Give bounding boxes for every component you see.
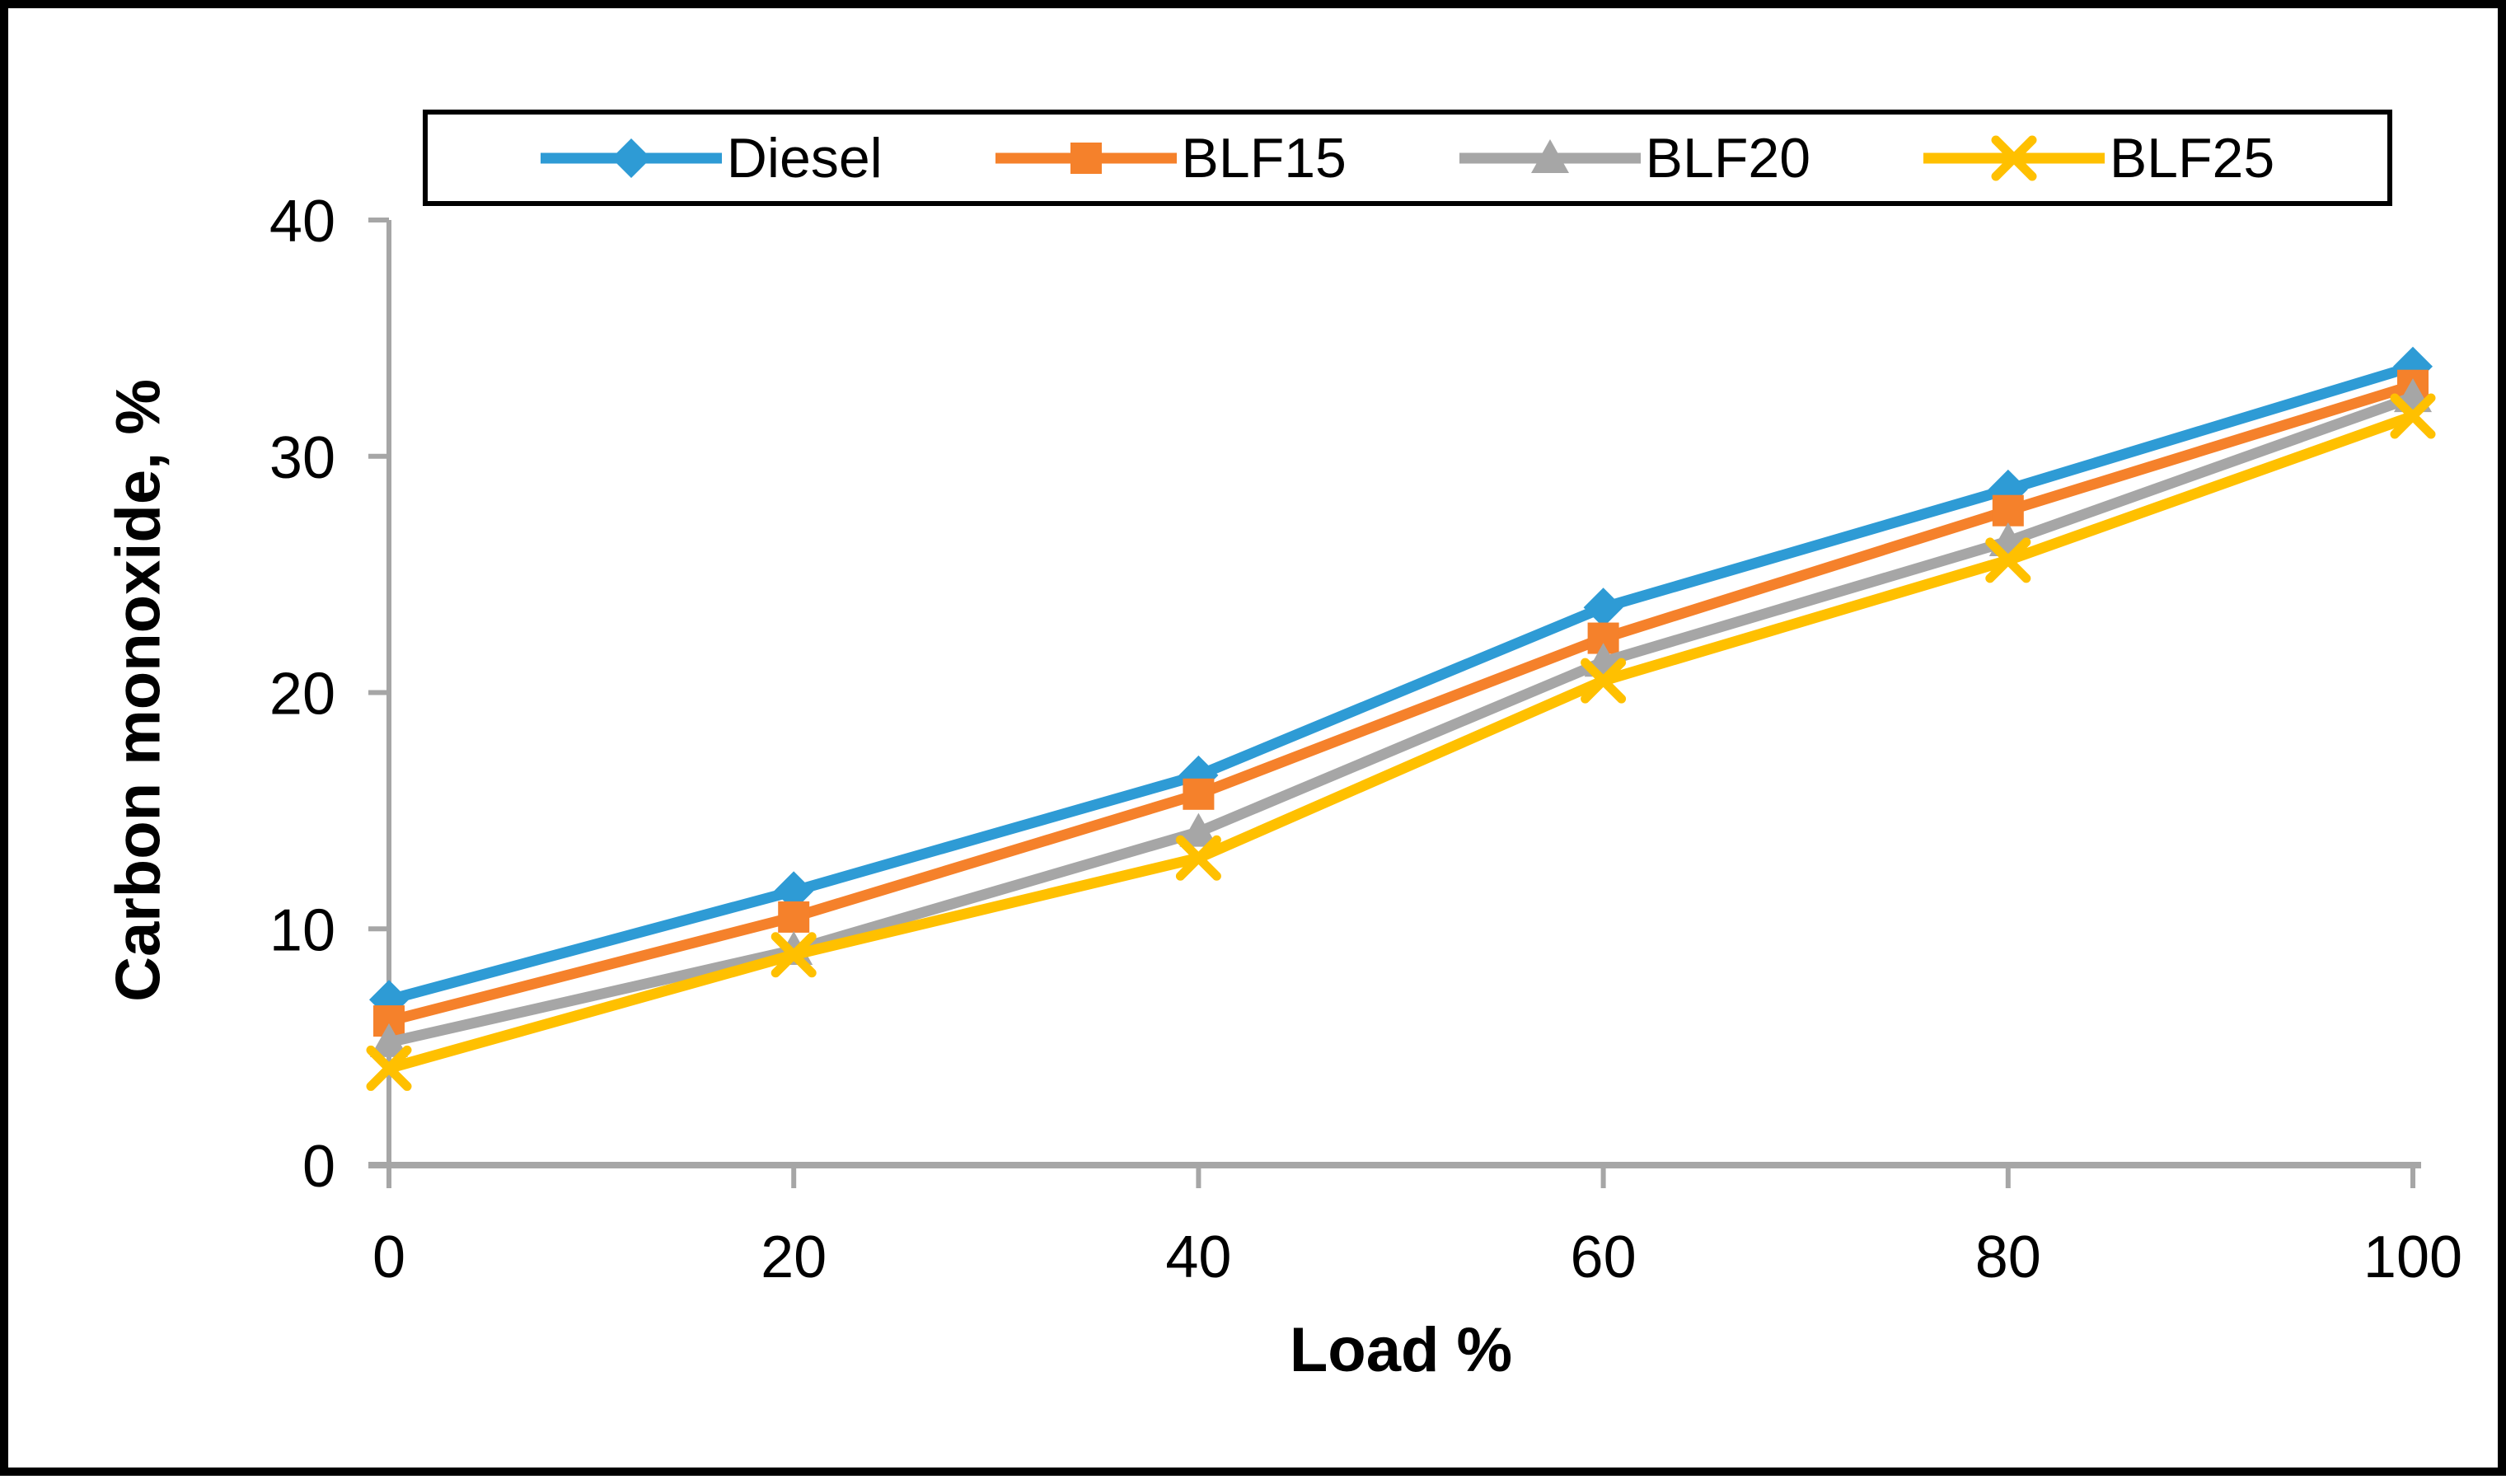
svg-text:40: 40 [269,189,335,255]
legend-item-blf25: BLF25 [1923,121,2274,195]
svg-text:100: 100 [2363,1224,2462,1290]
svg-text:20: 20 [761,1224,827,1290]
y-axis-title: Carbon monoxide, % [103,379,174,1002]
legend-label-blf20: BLF20 [1645,126,1811,190]
blf20-triangle-marker-icon [1459,138,1641,173]
blf15-square-marker-icon [995,142,1177,174]
plot-area: 0 10 20 30 40 0 20 40 60 80 100 [269,189,2462,1290]
legend-label-blf25: BLF25 [2109,126,2275,190]
legend-label-diesel: Diesel [726,126,883,190]
svg-text:60: 60 [1571,1224,1637,1290]
legend-item-blf20: BLF20 [1459,121,1810,195]
x-axis-title: Load % [1289,1315,1513,1385]
chart-legend: Diesel BLF15 BLF20 BLF25 [423,110,2392,206]
legend-item-diesel: Diesel [540,121,883,195]
svg-text:80: 80 [1975,1224,2041,1290]
svg-text:20: 20 [269,662,335,728]
svg-text:0: 0 [302,1134,335,1200]
legend-label-blf15: BLF15 [1181,126,1347,190]
blf25-x-marker-icon [1923,135,2105,180]
svg-text:30: 30 [269,425,335,491]
svg-text:0: 0 [372,1224,405,1290]
svg-text:40: 40 [1165,1224,1231,1290]
diesel-diamond-marker-icon [540,138,722,178]
legend-item-blf15: BLF15 [995,121,1347,195]
svg-text:10: 10 [269,897,335,963]
